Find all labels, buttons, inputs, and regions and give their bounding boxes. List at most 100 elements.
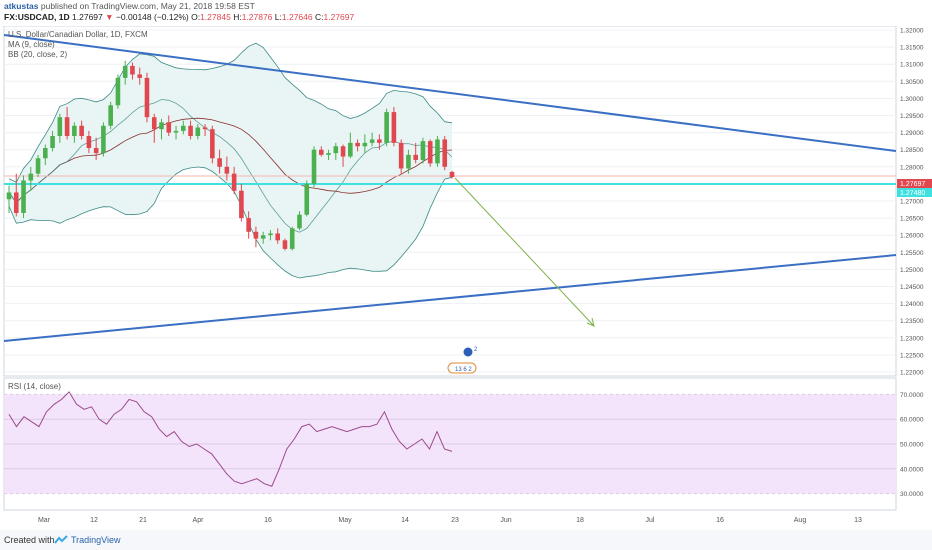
candle-body[interactable]: [398, 142, 404, 169]
candle-body[interactable]: [151, 117, 157, 130]
candle-body[interactable]: [122, 65, 128, 78]
svg-text:13 6 2: 13 6 2: [455, 367, 472, 373]
candle-body[interactable]: [289, 228, 295, 249]
candle-body[interactable]: [64, 117, 70, 137]
y-tick-label: 1.24500: [900, 284, 924, 291]
candle-body[interactable]: [377, 139, 382, 143]
candle-body[interactable]: [413, 154, 418, 160]
svg-text:2: 2: [474, 347, 478, 353]
x-tick-label: 23: [451, 517, 459, 524]
projection-arrow[interactable]: [454, 177, 595, 327]
candle-body[interactable]: [188, 125, 193, 137]
x-tick-label: Jul: [646, 517, 655, 524]
candle-body[interactable]: [449, 171, 455, 178]
candle-body[interactable]: [231, 173, 237, 191]
low-value: 1.27646: [281, 12, 313, 22]
candle-body[interactable]: [180, 125, 186, 131]
candle-body[interactable]: [311, 149, 317, 184]
candle-body[interactable]: [369, 139, 375, 143]
candle-body[interactable]: [275, 233, 281, 241]
x-tick-label: 16: [716, 517, 724, 524]
candle-body[interactable]: [50, 136, 55, 148]
candle-body[interactable]: [43, 147, 48, 159]
candle-body[interactable]: [318, 149, 324, 155]
candle-body[interactable]: [427, 141, 433, 164]
candle-body[interactable]: [420, 141, 426, 160]
candle-body[interactable]: [391, 112, 397, 143]
candle-body[interactable]: [435, 139, 440, 164]
price-change: −0.00148 (−0.12%): [115, 12, 189, 22]
price-chart[interactable]: 2 13 6 2 1.22000 1.22500 1.23000 1.23500 1.2…: [0, 26, 932, 530]
candle-body[interactable]: [224, 166, 230, 174]
candle-body[interactable]: [348, 142, 353, 157]
candle-body[interactable]: [239, 190, 244, 219]
bb-legend[interactable]: BB (20, close, 2): [8, 50, 67, 59]
bollinger-lower: [8, 166, 453, 279]
close-value: 1.27697: [323, 12, 355, 22]
candle-body[interactable]: [282, 240, 288, 249]
candle-body[interactable]: [130, 65, 135, 75]
candle-body[interactable]: [72, 125, 77, 137]
candle-body[interactable]: [173, 130, 179, 133]
published-text: published on TradingView.com, May 21, 20…: [40, 1, 255, 11]
candle-body[interactable]: [304, 183, 310, 215]
candle-body[interactable]: [268, 233, 273, 236]
y-tick-label: 1.32000: [900, 28, 924, 35]
ma-legend[interactable]: MA (9, close): [8, 40, 55, 49]
candle-body[interactable]: [326, 153, 331, 155]
tradingview-brand[interactable]: TradingView: [71, 535, 121, 545]
candle-body[interactable]: [217, 158, 222, 167]
x-tick-label: 18: [576, 517, 584, 524]
candle-body[interactable]: [101, 125, 106, 154]
candle-body[interactable]: [260, 235, 266, 239]
candle-body[interactable]: [6, 192, 12, 200]
y-tick-label: 1.23000: [900, 335, 924, 342]
lower-trendline[interactable]: [3, 254, 897, 342]
candle-body[interactable]: [108, 105, 113, 126]
x-tick-label: 21: [139, 517, 147, 524]
candle-body[interactable]: [159, 122, 164, 130]
y-tick-label: 1.31500: [900, 45, 924, 52]
candle-body[interactable]: [137, 74, 143, 78]
candle-body[interactable]: [144, 77, 150, 118]
x-tick-label: 13: [854, 517, 862, 524]
author-link[interactable]: atkustas: [4, 1, 39, 11]
candle-body[interactable]: [86, 136, 92, 148]
flag-events-icon[interactable]: [447, 362, 477, 374]
candle-body[interactable]: [202, 127, 208, 130]
candle-body[interactable]: [195, 127, 201, 137]
candle-body[interactable]: [115, 77, 121, 106]
line-price-label: 1.27480: [900, 190, 925, 197]
rsi-tick-label: 50.0000: [900, 442, 924, 449]
candle-body[interactable]: [362, 142, 368, 147]
y-tick-label: 1.29500: [900, 113, 924, 120]
open-value: 1.27845: [200, 12, 231, 22]
candle-body[interactable]: [166, 122, 172, 133]
x-tick-label: 12: [90, 517, 98, 524]
candle-body[interactable]: [406, 154, 411, 169]
candle-body[interactable]: [333, 146, 339, 154]
event-flags[interactable]: 2 13 6 2: [447, 347, 478, 374]
candle-body[interactable]: [93, 147, 99, 154]
candle-body[interactable]: [384, 112, 389, 143]
y-tick-label: 1.26500: [900, 216, 924, 223]
candle-body[interactable]: [355, 142, 360, 147]
candle-body[interactable]: [57, 117, 63, 137]
candle-body[interactable]: [340, 146, 346, 157]
candle-body[interactable]: [28, 173, 34, 181]
candle-body[interactable]: [35, 158, 41, 174]
candle-body[interactable]: [246, 218, 251, 232]
candle-body[interactable]: [210, 129, 215, 159]
rsi-legend[interactable]: RSI (14, close): [8, 382, 61, 391]
candle-body[interactable]: [297, 214, 302, 229]
ma-line: [8, 99, 453, 233]
rsi-tick-label: 70.0000: [900, 392, 924, 399]
flag-us-icon[interactable]: [463, 347, 473, 357]
candle-body[interactable]: [13, 192, 19, 213]
candle-body[interactable]: [79, 125, 84, 137]
candle-body[interactable]: [253, 231, 259, 239]
x-tick-label: Apr: [193, 517, 205, 524]
candle-body[interactable]: [442, 139, 448, 167]
candle-body[interactable]: [21, 180, 26, 213]
upper-trendline[interactable]: [3, 34, 897, 152]
